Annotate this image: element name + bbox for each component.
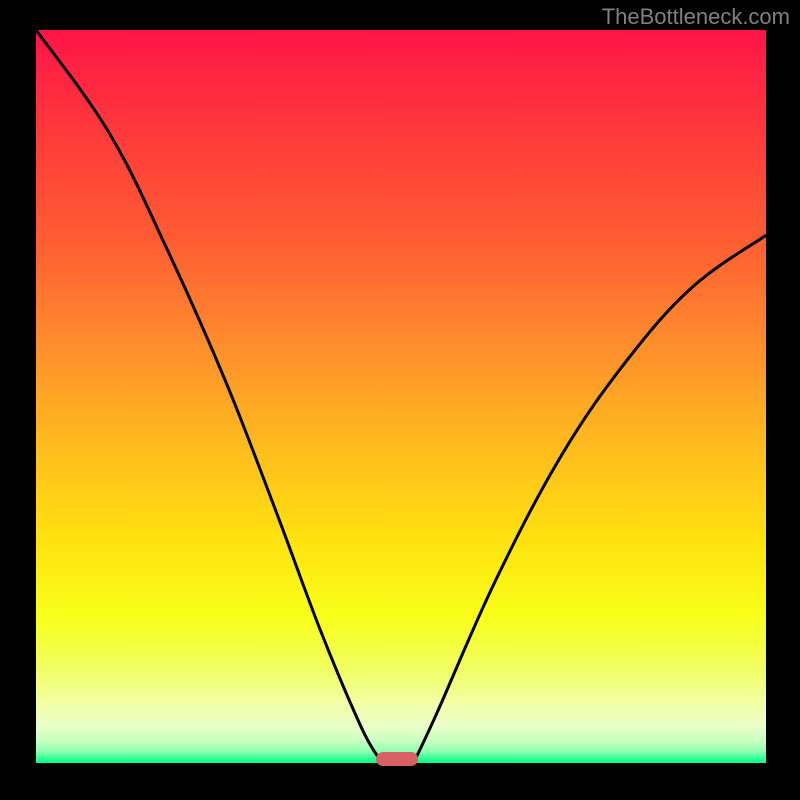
curve-right [416,235,766,758]
bottleneck-marker [376,752,418,766]
watermark-text: TheBottleneck.com [602,4,790,30]
curve-left [36,30,379,759]
plot-area [36,30,766,763]
curve-layer [36,30,766,763]
